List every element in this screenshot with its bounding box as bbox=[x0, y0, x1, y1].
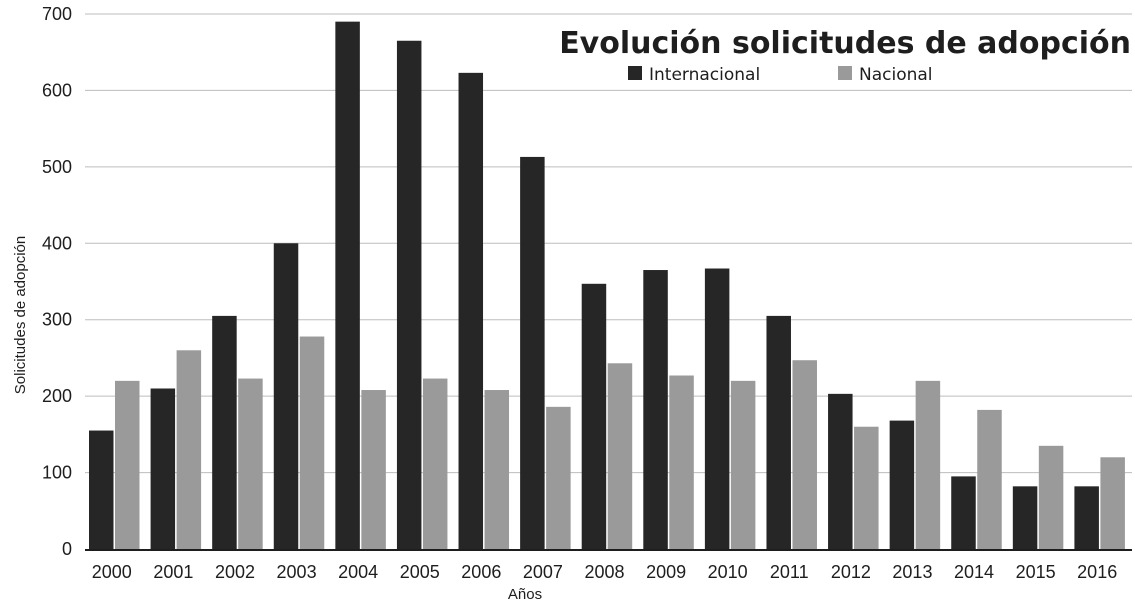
bar-internacional-2015 bbox=[1012, 486, 1038, 549]
bar-internacional-2007 bbox=[520, 156, 545, 549]
y-tick-label: 400 bbox=[42, 233, 72, 253]
x-tick-label: 2004 bbox=[338, 562, 378, 582]
bar-internacional-2005 bbox=[396, 40, 422, 549]
legend: Internacional Nacional bbox=[628, 65, 933, 85]
bar-internacional-2012 bbox=[828, 393, 853, 549]
x-axis-ticks: 2000 2001 2002 2003 2004 2005 2006 2007 2008 2009… bbox=[92, 562, 1117, 582]
bar-nacional-2000 bbox=[115, 380, 140, 549]
bar-internacional-2003 bbox=[273, 243, 299, 550]
bar-internacional-2002 bbox=[212, 315, 237, 549]
x-tick-label: 2013 bbox=[892, 562, 932, 582]
bar-nacional-2008 bbox=[607, 363, 633, 549]
bar-nacional-2003 bbox=[299, 336, 325, 549]
bar-nacional-2014 bbox=[977, 409, 1002, 549]
legend-swatch-internacional bbox=[628, 66, 642, 80]
bar-internacional-2006 bbox=[458, 72, 484, 549]
y-tick-label: 300 bbox=[42, 310, 72, 330]
y-axis-label: Solicitudes de adopción bbox=[12, 236, 29, 394]
bar-nacional-2010 bbox=[730, 380, 756, 549]
x-tick-label: 2015 bbox=[1016, 562, 1056, 582]
y-tick-label: 700 bbox=[42, 4, 72, 24]
bar-nacional-2016 bbox=[1100, 457, 1125, 549]
x-tick-label: 2007 bbox=[523, 562, 563, 582]
y-tick-label: 500 bbox=[42, 157, 72, 177]
bar-internacional-2011 bbox=[766, 315, 791, 549]
y-tick-label: 0 bbox=[62, 539, 72, 559]
bar-nacional-2013 bbox=[915, 380, 941, 549]
bar-nacional-2002 bbox=[238, 378, 263, 549]
chart-title: Evolución solicitudes de adopción bbox=[559, 26, 1131, 61]
y-tick-label: 200 bbox=[42, 386, 72, 406]
x-tick-label: 2001 bbox=[153, 562, 193, 582]
x-axis-label: Años bbox=[508, 586, 542, 602]
x-tick-label: 2012 bbox=[831, 562, 871, 582]
y-tick-label: 600 bbox=[42, 80, 72, 100]
x-tick-label: 2010 bbox=[708, 562, 748, 582]
legend-swatch-nacional bbox=[838, 66, 852, 80]
x-tick-label: 2006 bbox=[461, 562, 501, 582]
bar-internacional-2008 bbox=[581, 283, 607, 549]
x-tick-label: 2002 bbox=[215, 562, 255, 582]
y-axis-ticks: 0 100 200 300 400 500 600 700 bbox=[42, 4, 72, 559]
bar-internacional-2000 bbox=[89, 430, 114, 549]
bar-internacional-2014 bbox=[951, 476, 976, 549]
bar-internacional-2013 bbox=[889, 420, 915, 549]
bar-internacional-2004 bbox=[335, 21, 360, 549]
x-tick-label: 2005 bbox=[400, 562, 440, 582]
bar-internacional-2016 bbox=[1074, 486, 1099, 549]
bar-internacional-2001 bbox=[150, 388, 176, 549]
y-tick-label: 100 bbox=[42, 463, 72, 483]
legend-label-nacional: Nacional bbox=[859, 65, 933, 85]
x-tick-label: 2016 bbox=[1077, 562, 1117, 582]
x-tick-label: 2011 bbox=[770, 562, 809, 582]
bar-nacional-2015 bbox=[1038, 445, 1064, 549]
bar-nacional-2012 bbox=[854, 426, 879, 549]
bars bbox=[89, 21, 1125, 550]
x-tick-label: 2008 bbox=[584, 562, 624, 582]
x-tick-label: 2000 bbox=[92, 562, 132, 582]
bar-nacional-2005 bbox=[422, 378, 448, 549]
bar-nacional-2004 bbox=[361, 390, 386, 549]
x-tick-label: 2003 bbox=[277, 562, 317, 582]
x-tick-label: 2014 bbox=[954, 562, 994, 582]
bar-nacional-2006 bbox=[484, 390, 510, 549]
legend-label-internacional: Internacional bbox=[649, 65, 760, 85]
bar-nacional-2009 bbox=[669, 375, 694, 549]
bar-internacional-2010 bbox=[704, 268, 730, 549]
bar-nacional-2001 bbox=[176, 350, 202, 549]
bar-nacional-2011 bbox=[792, 360, 817, 549]
bar-nacional-2007 bbox=[546, 406, 571, 549]
x-tick-label: 2009 bbox=[646, 562, 686, 582]
bar-internacional-2009 bbox=[643, 270, 668, 549]
